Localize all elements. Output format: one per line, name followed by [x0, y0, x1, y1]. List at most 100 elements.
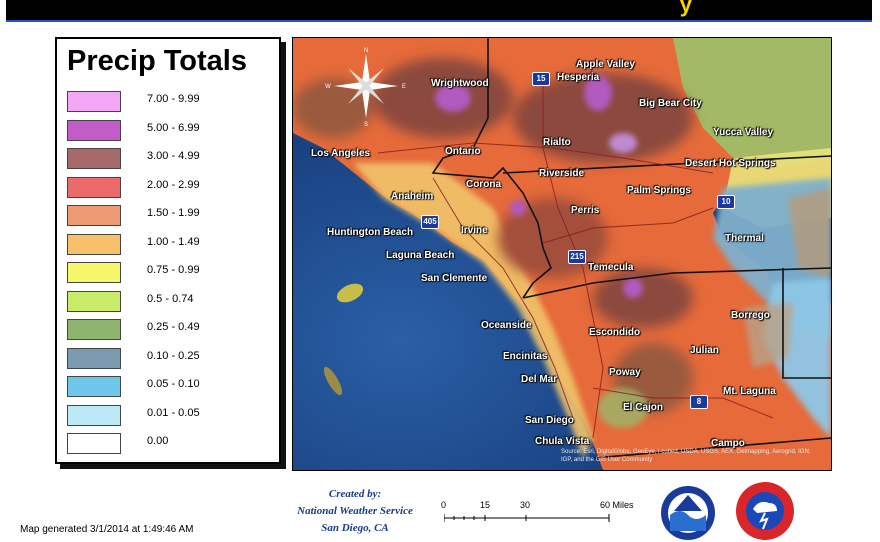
legend-label: 0.25 - 0.49 [147, 321, 200, 333]
city-anaheim: Anaheim [391, 191, 434, 202]
city-julian: Julian [690, 345, 719, 356]
city-campo: Campo [711, 438, 745, 449]
city-encinitas: Encinitas [503, 351, 548, 362]
title-bar: y [6, 0, 872, 22]
scale-label-0: 0 [441, 500, 447, 510]
city-wrightwood: Wrightwood [431, 78, 489, 89]
credit-location: San Diego, CA [321, 522, 389, 534]
island-catalina [336, 283, 364, 303]
city-escondido: Escondido [589, 327, 641, 338]
county-boundaries [431, 38, 831, 459]
legend-row: 1.50 - 1.99 [67, 205, 267, 227]
highway-215-shield: 215 [568, 250, 586, 264]
city-rialto: Rialto [543, 137, 571, 148]
credit-organization: National Weather Service [297, 505, 413, 517]
precip-map[interactable]: N S W E Apple Valley Hesperia Wrightwood… [292, 37, 832, 471]
island-san-clemente [323, 366, 343, 396]
legend-label: 2.00 - 2.99 [147, 178, 200, 191]
city-yucca-valley: Yucca Valley [713, 127, 774, 138]
highway-8-shield: 8 [690, 395, 708, 409]
city-thermal: Thermal [725, 233, 764, 244]
legend-label: 0.75 - 0.99 [147, 264, 200, 276]
city-temecula: Temecula [588, 262, 634, 273]
credit-block: Created by: National Weather Service San… [270, 486, 440, 537]
city-ontario: Ontario [445, 146, 481, 157]
legend-swatch [67, 205, 121, 226]
legend-swatch [67, 148, 121, 169]
legend-row: 3.00 - 4.99 [67, 148, 267, 170]
city-chula-vista: Chula Vista [535, 436, 590, 447]
city-corona: Corona [466, 179, 501, 190]
city-del-mar: Del Mar [521, 374, 558, 385]
city-san-diego: San Diego [525, 415, 574, 426]
map-canvas: N S W E [293, 38, 831, 470]
legend-label: 3.00 - 4.99 [147, 150, 200, 162]
legend-row: 0.10 - 0.25 [67, 347, 267, 370]
legend-label: 0.01 - 0.05 [147, 406, 200, 419]
roads [377, 78, 774, 439]
legend-row: 0.75 - 0.99 [67, 262, 267, 284]
nws-logo [736, 482, 794, 540]
city-borrego: Borrego [731, 310, 770, 321]
legend-label: 0.10 - 0.25 [147, 349, 200, 362]
legend-label: 7.00 - 9.99 [147, 93, 200, 105]
legend-row: 0.00 [67, 433, 267, 455]
city-riverside: Riverside [539, 168, 585, 179]
legend-swatch [67, 176, 121, 198]
city-palm-springs: Palm Springs [627, 185, 691, 196]
legend-swatch [67, 233, 121, 255]
highway-15-shield: 15 [532, 72, 550, 86]
city-el-cajon: El Cajon [623, 402, 664, 413]
legend-swatch [67, 376, 121, 397]
legend-label: 1.00 - 1.49 [147, 235, 200, 248]
city-mt-laguna: Mt. Laguna [723, 386, 776, 397]
map-attribution: Source: Esri, DigitalGlobe, GeoEye, i-cu… [561, 449, 811, 463]
city-irvine: Irvine [461, 225, 488, 236]
scale-label-60: 60 Miles [600, 500, 634, 510]
compass-rose: N S W E [325, 48, 406, 128]
precip-legend: Precip Totals 7.00 - 9.99 5.00 - 6.99 3.00… [55, 37, 281, 464]
legend-row: 0.01 - 0.05 [67, 404, 267, 427]
legend-swatch [67, 319, 121, 340]
compass-letter-e: E [402, 84, 406, 90]
legend-label: 0.5 - 0.74 [147, 292, 194, 305]
city-perris: Perris [571, 205, 600, 216]
city-poway: Poway [609, 367, 641, 378]
legend-title: Precip Totals [67, 45, 247, 77]
legend-label: 1.50 - 1.99 [147, 207, 200, 219]
generated-timestamp: Map generated 3/1/2014 at 1:49:46 AM [20, 524, 194, 535]
title-fragment: y [679, 0, 692, 17]
city-hesperia: Hesperia [557, 72, 600, 83]
compass-letter-w: W [325, 84, 331, 90]
city-laguna-beach: Laguna Beach [386, 250, 455, 261]
legend-label: 0.05 - 0.10 [147, 378, 200, 390]
credit-created-by: Created by: [328, 488, 382, 500]
noaa-logo [661, 486, 715, 540]
legend-row: 0.5 - 0.74 [67, 290, 267, 313]
legend-row: 0.05 - 0.10 [67, 376, 267, 398]
compass-letter-n: N [364, 48, 368, 54]
scale-ruler [444, 514, 610, 522]
city-oceanside: Oceanside [481, 320, 532, 331]
scale-bar: 0 15 30 60 Miles [440, 500, 640, 530]
legend-row: 5.00 - 6.99 [67, 119, 267, 142]
legend-label: 5.00 - 6.99 [147, 121, 200, 134]
legend-row: 2.00 - 2.99 [67, 176, 267, 199]
land-area [293, 38, 831, 470]
legend-swatch [67, 290, 121, 312]
highway-10-shield: 10 [717, 195, 735, 209]
legend-swatch [67, 91, 121, 112]
city-los-angeles: Los Angeles [311, 148, 371, 159]
highway-405-shield: 405 [421, 215, 439, 229]
scale-label-15: 15 [480, 500, 491, 510]
city-apple-valley: Apple Valley [576, 59, 635, 70]
city-big-bear-city: Big Bear City [639, 98, 702, 109]
city-huntington-beach: Huntington Beach [327, 227, 414, 238]
legend-swatch [67, 262, 121, 283]
legend-swatch [67, 119, 121, 141]
legend-row: 0.25 - 0.49 [67, 319, 267, 341]
legend-label: 0.00 [147, 435, 169, 447]
legend-row: 7.00 - 9.99 [67, 91, 267, 113]
scale-label-30: 30 [520, 500, 531, 510]
city-desert-hot-springs: Desert Hot Springs [685, 158, 776, 169]
